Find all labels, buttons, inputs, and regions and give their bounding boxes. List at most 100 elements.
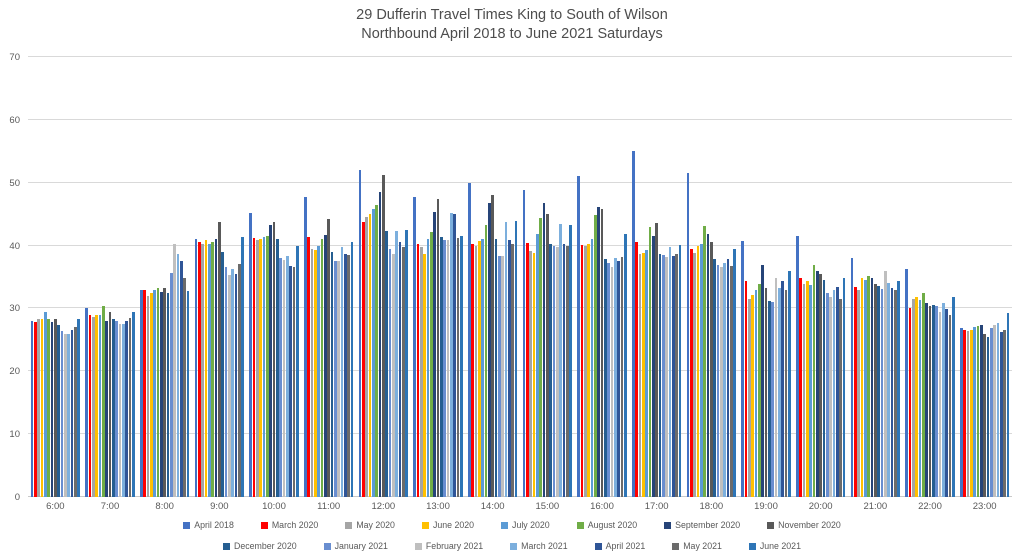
bar bbox=[91, 317, 95, 497]
y-axis-tick-40: 40 bbox=[9, 240, 20, 252]
bar bbox=[391, 253, 395, 497]
bar bbox=[784, 289, 788, 497]
bar bbox=[186, 290, 190, 497]
x-axis-tick-800: 8:00 bbox=[155, 501, 174, 512]
bar bbox=[600, 208, 604, 497]
bar bbox=[426, 239, 430, 497]
bar bbox=[343, 253, 347, 497]
bar bbox=[333, 261, 337, 497]
bar bbox=[781, 281, 785, 497]
legend-swatch-icon bbox=[748, 542, 756, 550]
legend-swatch-icon bbox=[767, 521, 775, 529]
bar bbox=[529, 250, 533, 497]
legend-swatch-icon bbox=[594, 542, 602, 550]
bar bbox=[921, 293, 925, 497]
legend-label: June 2020 bbox=[432, 520, 475, 530]
legend-item-may-2021: May 2021 bbox=[672, 541, 722, 551]
bar bbox=[121, 323, 125, 497]
bar-group-1600 bbox=[575, 57, 630, 497]
bar bbox=[559, 224, 563, 497]
bar bbox=[361, 221, 365, 497]
bar bbox=[310, 248, 314, 497]
bar bbox=[908, 307, 912, 497]
bar bbox=[146, 295, 150, 497]
bar bbox=[474, 246, 478, 497]
bar bbox=[754, 289, 758, 497]
bar-group-1500 bbox=[520, 57, 575, 497]
bar bbox=[217, 221, 221, 497]
bar-group-1800 bbox=[684, 57, 739, 497]
bar bbox=[60, 331, 64, 497]
x-axis-tick-2100: 21:00 bbox=[863, 501, 888, 512]
legend-swatch-icon bbox=[501, 521, 509, 529]
bar bbox=[887, 282, 891, 497]
bar bbox=[77, 318, 81, 497]
x-axis-tick-1800: 18:00 bbox=[699, 501, 724, 512]
legend-swatch-icon bbox=[223, 542, 231, 550]
bar bbox=[802, 283, 806, 497]
bar bbox=[877, 286, 881, 497]
bar bbox=[433, 212, 437, 497]
bar bbox=[696, 246, 700, 497]
bar bbox=[365, 217, 369, 497]
bar bbox=[893, 290, 897, 497]
bar bbox=[507, 239, 511, 497]
bar bbox=[822, 279, 826, 497]
bar bbox=[201, 243, 205, 497]
bar bbox=[799, 277, 803, 497]
bar bbox=[63, 334, 67, 497]
y-axis-tick-70: 70 bbox=[9, 52, 20, 63]
bar bbox=[623, 233, 627, 497]
x-axis-tick-1200: 12:00 bbox=[371, 501, 396, 512]
bar bbox=[50, 321, 54, 497]
bar bbox=[658, 254, 662, 497]
bar bbox=[842, 277, 846, 497]
bar bbox=[224, 266, 228, 497]
bar bbox=[931, 304, 935, 497]
bar bbox=[272, 222, 276, 497]
bar bbox=[453, 214, 457, 497]
bar bbox=[641, 253, 645, 497]
legend-item-june-2020: June 2020 bbox=[421, 520, 475, 530]
bar bbox=[139, 289, 143, 497]
gridline-y-10 bbox=[28, 433, 1012, 435]
bar-group-2100 bbox=[848, 57, 903, 497]
bar bbox=[88, 314, 92, 497]
chart-title: 29 Dufferin Travel Times King to South o… bbox=[0, 6, 1024, 44]
bar bbox=[30, 321, 34, 497]
x-axis-tick-1600: 16:00 bbox=[590, 501, 614, 512]
bar bbox=[169, 273, 173, 497]
bar bbox=[413, 196, 416, 497]
bar bbox=[795, 236, 799, 497]
bar bbox=[70, 330, 74, 497]
bar bbox=[105, 321, 109, 497]
bar bbox=[665, 256, 669, 497]
bar bbox=[925, 302, 929, 497]
bar bbox=[545, 214, 549, 497]
bar bbox=[617, 261, 621, 497]
bar bbox=[873, 283, 877, 497]
bar-group-800 bbox=[137, 57, 192, 497]
bar bbox=[880, 288, 884, 497]
bar bbox=[378, 192, 382, 497]
bar bbox=[703, 226, 707, 497]
bar bbox=[381, 175, 385, 497]
legend-row-1: April 2018 March 2020 May 2020 June 2020 Jul… bbox=[0, 520, 1024, 530]
bar bbox=[719, 266, 723, 497]
bar bbox=[275, 239, 279, 497]
bar bbox=[951, 297, 955, 497]
bar bbox=[716, 265, 720, 497]
bar bbox=[292, 266, 296, 497]
bar bbox=[850, 258, 854, 497]
legend-swatch-icon bbox=[345, 521, 353, 529]
bar bbox=[101, 305, 105, 497]
bar bbox=[539, 217, 543, 497]
bar bbox=[37, 319, 41, 497]
bar bbox=[983, 334, 987, 497]
legend-label: December 2020 bbox=[234, 541, 297, 551]
legend-label: March 2020 bbox=[271, 520, 319, 530]
bar bbox=[610, 266, 614, 497]
x-axis-tick-2300: 23:00 bbox=[972, 501, 997, 512]
bar bbox=[419, 246, 423, 497]
bar bbox=[295, 246, 299, 497]
